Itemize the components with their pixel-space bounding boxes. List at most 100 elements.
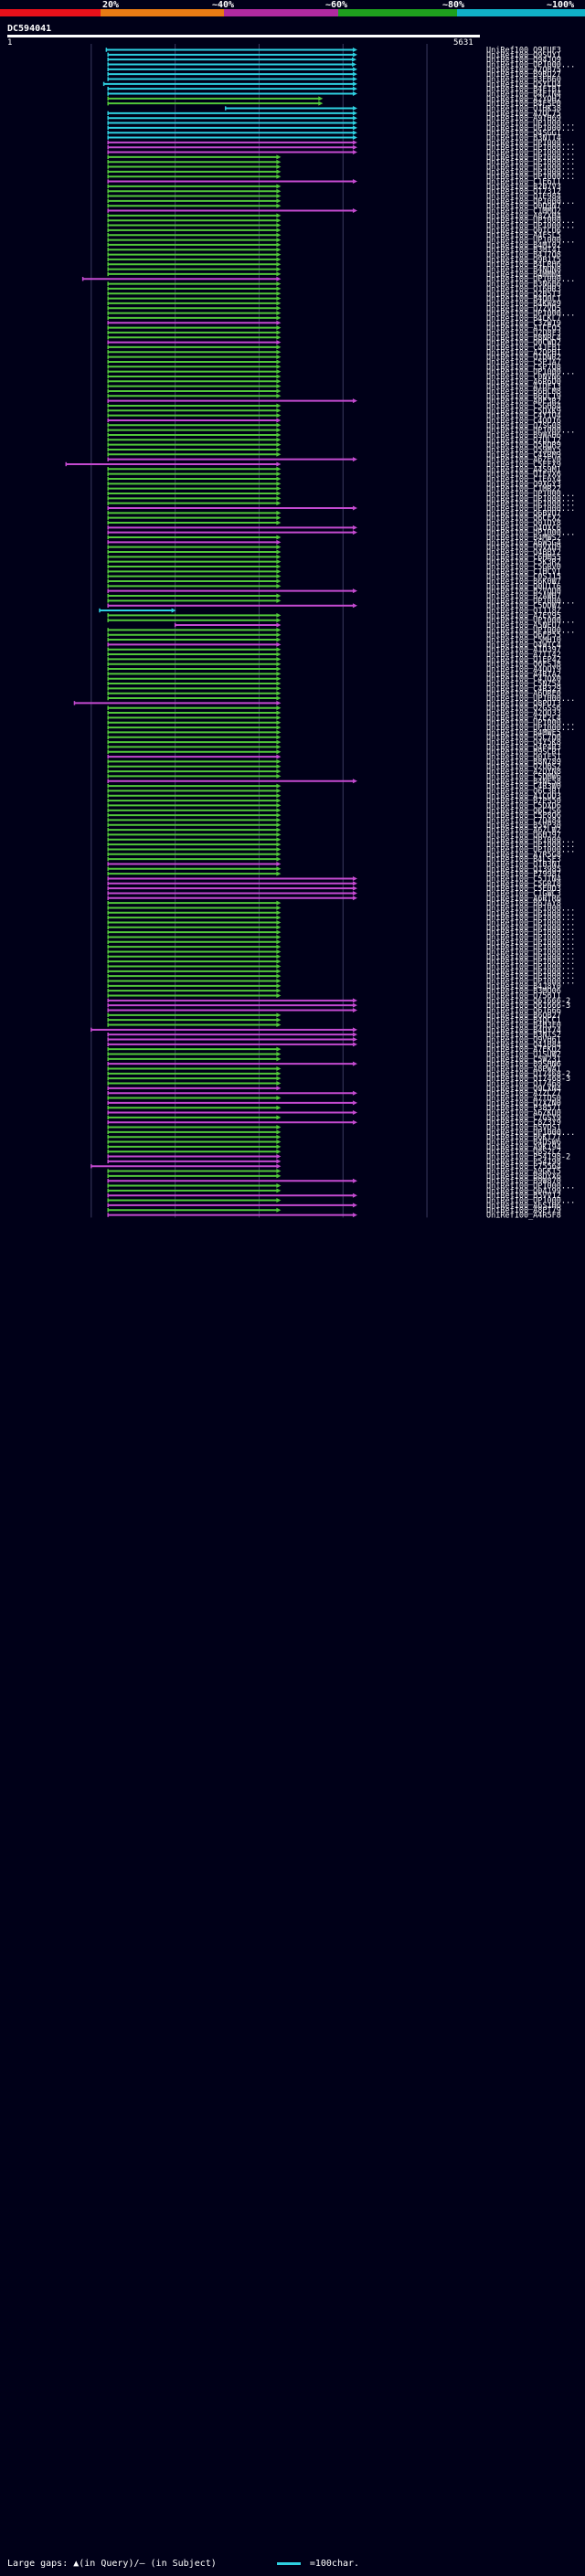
hit-label[interactable]: UniRef100_Q1E984 (486, 193, 561, 202)
hit-row[interactable]: UniRef100_A7E2L4 (107, 714, 561, 723)
hit-label[interactable]: UniRef100_Q01DY8 (486, 519, 561, 528)
hit-row[interactable]: UniRef100_B4H3F0 (107, 1022, 561, 1031)
hit-row[interactable]: UniRef100_Q1FVX6 (107, 471, 561, 480)
hit-label[interactable]: UniRef100_A7QB75 (486, 66, 561, 75)
hit-label[interactable]: UniRef100_UP1000... (486, 427, 575, 436)
hit-row[interactable]: UniRef100_Q9SUY1 (107, 51, 561, 60)
hit-label[interactable]: UniRef100_A6ZEV0 (486, 456, 561, 465)
hit-label[interactable]: UniRef100_UP1000... (486, 368, 575, 377)
hit-row[interactable]: UniRef100_Q4SGG1 (107, 129, 561, 138)
hit-label[interactable]: UniRef100_Q17468-3 (486, 1075, 570, 1084)
hit-row[interactable]: UniRef100_B4LKL7 (107, 314, 561, 323)
hit-row[interactable]: UniRef100_A2QD33 (107, 709, 561, 718)
hit-label[interactable]: UniRef100_A2QPH1 (486, 348, 561, 357)
hit-row[interactable]: UniRef100_Q8S2L2 (107, 1148, 561, 1157)
hit-label[interactable]: UniRef100_A1DF13 (486, 383, 561, 392)
hit-label[interactable]: UniRef100_C5W231 (486, 1055, 561, 1065)
hit-row[interactable]: UniRef100_C1E6I1 (107, 178, 561, 187)
hit-label[interactable]: UniRef100_Q61666-2 (486, 997, 570, 1006)
hit-row[interactable]: UniRef100_C3ZW19 (107, 319, 561, 328)
hit-label[interactable]: UniRef100_UP1000... (486, 836, 575, 845)
hit-label[interactable]: UniRef100_UP1000... (486, 197, 575, 207)
hit-row[interactable]: UniRef100_Q1E984 (107, 193, 561, 202)
hit-row[interactable]: UniRef100_UP1000... (107, 938, 575, 948)
hit-row[interactable]: UniRef100_B8N789 (107, 758, 561, 767)
hit-row[interactable]: UniRef100_C1MR22 (107, 485, 561, 494)
hit-row[interactable]: UniRef100_B7PS50 (107, 797, 561, 806)
hit-row[interactable]: UniRef100_C4YRM9 (107, 451, 561, 460)
hit-label[interactable]: UniRef100_Q2UBS2 (486, 763, 561, 772)
hit-label[interactable]: UniRef100_B4NE58 (486, 778, 561, 787)
hit-row[interactable]: UniRef100_Q9B1T5 (107, 256, 561, 265)
hit-label[interactable]: UniRef100_UP1000... (486, 494, 575, 504)
hit-row[interactable]: UniRef100_Q61666 (107, 1006, 561, 1015)
hit-label[interactable]: UniRef100_Q7XZN0 (486, 1099, 561, 1108)
hit-row[interactable]: UniRef100_C5K3R2 (107, 558, 561, 567)
hit-row[interactable]: UniRef100_UP1000... (107, 1129, 575, 1138)
hit-row[interactable]: UniRef100_B9SHN6 (107, 1060, 561, 1069)
hit-row[interactable]: UniRef100_Q4WTC4 (107, 641, 561, 650)
hit-row[interactable]: UniRef100_Q9VH61 (107, 1036, 561, 1045)
hit-label[interactable]: UniRef100_C1E6I1 (486, 178, 561, 187)
hit-label[interactable]: UniRef100_P75564 (486, 1162, 561, 1171)
hit-row[interactable]: UniRef100_UP1000... (107, 164, 575, 173)
hit-label[interactable]: UniRef100_C1HCV1 (486, 567, 561, 577)
hit-label[interactable]: UniRef100_UP1000... (486, 719, 575, 728)
hit-label[interactable]: UniRef100_UP1000... (486, 909, 575, 918)
hit-label[interactable]: UniRef100_C5GRV0 (486, 563, 561, 572)
hit-label[interactable]: UniRef100_P54198 (486, 1158, 561, 1167)
hit-label[interactable]: UniRef100_Q5BDR9 (486, 441, 561, 451)
hit-label[interactable]: UniRef100_B9RU27 (486, 70, 561, 80)
hit-label[interactable]: UniRef100_UP1000... (486, 124, 575, 133)
hit-label[interactable]: UniRef100_Q17312 (486, 187, 561, 196)
hit-row[interactable]: UniRef100_B6QB27 (107, 1012, 561, 1021)
hit-label[interactable]: UniRef100_A6ZKU0 (486, 1109, 561, 1118)
hit-label[interactable]: UniRef100_C8Z3Y9 (486, 1118, 561, 1128)
hit-row[interactable]: UniRef100_P54198-2 (107, 1153, 570, 1162)
hit-label[interactable]: UniRef100_A7R5G8 (486, 851, 561, 860)
hit-row[interactable]: UniRef100_P38571 (107, 1104, 561, 1113)
hit-label[interactable]: UniRef100_B4QCC1 (486, 1016, 561, 1025)
hit-label[interactable]: UniRef100_UP1000... (486, 490, 575, 499)
hit-row[interactable]: UniRef100_C1E6Y4 (107, 475, 561, 484)
hit-row[interactable]: UniRef100_Q6BVU7 (107, 509, 561, 518)
hit-label[interactable]: UniRef100_C5P7Q8 (486, 363, 561, 372)
hit-row[interactable]: UniRef100_Q7XZN0 (107, 1099, 561, 1108)
hit-row[interactable]: UniRef100_P75564 (90, 1162, 561, 1171)
hit-row[interactable]: UniRef100_UP1000... (107, 120, 575, 129)
hit-row[interactable]: UniRef100_B8NRC4 (107, 334, 561, 343)
hit-row[interactable]: UniRef100_P79987 (107, 870, 561, 879)
hit-label[interactable]: UniRef100_B3N6B6 (486, 281, 561, 290)
hit-label[interactable]: UniRef100_B4MWS2 (486, 534, 561, 543)
hit-row[interactable]: UniRef100_B4FTB1 (107, 85, 561, 94)
hit-label[interactable]: UniRef100_B6K0W7 (486, 578, 561, 587)
hit-row[interactable]: UniRef100_UP1000... (107, 139, 575, 148)
hit-label[interactable]: UniRef100_A2QYN8 (486, 768, 561, 777)
hit-row[interactable]: UniRef100_A7EKQ2 (107, 1045, 561, 1055)
hit-row[interactable]: UniRef100_UP1000... (107, 168, 575, 177)
hit-label[interactable]: UniRef100_B4Q0L1 (486, 295, 561, 304)
hit-row[interactable]: UniRef100_Q8PUT3 (73, 699, 561, 708)
hit-row[interactable]: UniRef100_C5DXD6 (107, 801, 561, 811)
hit-row[interactable]: UniRef100_B3MQ06 (107, 987, 561, 996)
hit-row[interactable]: UniRef100_C5E0D3 (107, 885, 561, 894)
hit-label[interactable]: UniRef100_B6QL19 (486, 392, 561, 401)
hit-label[interactable]: UniRef100_UP1000... (486, 1197, 575, 1206)
hit-row[interactable]: UniRef100_Q75611 (107, 991, 561, 1001)
hit-row[interactable]: UniRef100_A6W5G4 (107, 538, 561, 547)
hit-row[interactable]: UniRef100_A4R5F8 (107, 1212, 561, 1221)
hit-row[interactable]: UniRef100_UP1000... (107, 504, 575, 514)
hit-label[interactable]: UniRef100_B6JAY8 (486, 899, 561, 908)
hit-row[interactable]: UniRef100_A6S1H6 (107, 1202, 561, 1211)
hit-label[interactable]: UniRef100_B4FSP0 (486, 100, 561, 109)
hit-label[interactable]: UniRef100_A9K194 (486, 1143, 561, 1152)
hit-row[interactable]: UniRef100_Q04199 (107, 1187, 561, 1196)
hit-label[interactable]: UniRef100_Q4P4R3 (486, 743, 561, 752)
hit-row[interactable]: UniRef100_B6JAY8 (107, 899, 561, 908)
hit-row[interactable]: UniRef100_UP1000... (107, 968, 575, 977)
hit-row[interactable]: UniRef100_B3MI41 (107, 246, 561, 255)
hit-row[interactable]: UniRef100_Q0TCU6 (107, 227, 561, 236)
hit-row[interactable]: UniRef100_B4QCC1 (107, 1016, 561, 1025)
hit-label[interactable]: UniRef100_Q1EP42 (486, 655, 561, 664)
hit-label[interactable]: UniRef100_B4FIN4 (486, 90, 561, 100)
